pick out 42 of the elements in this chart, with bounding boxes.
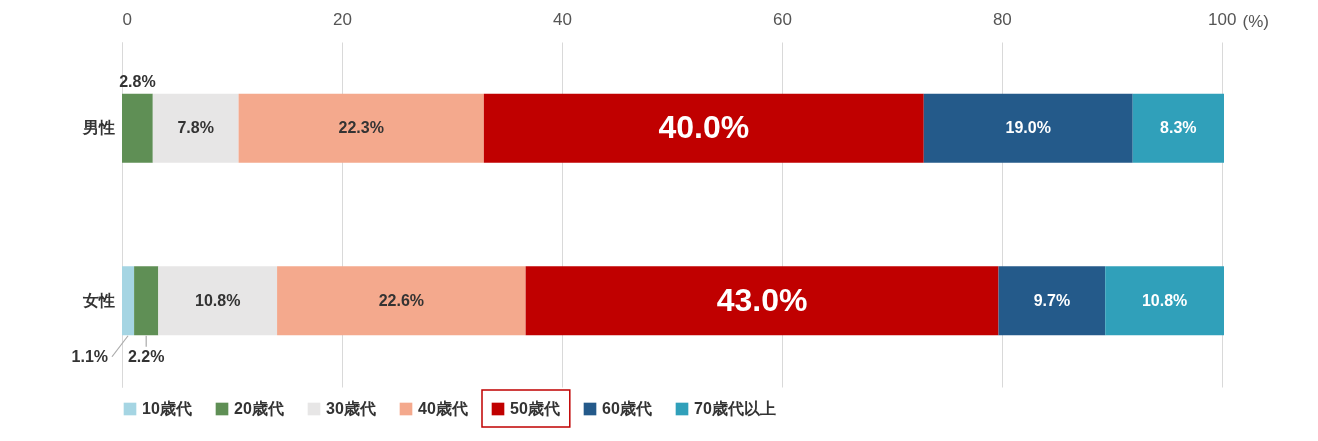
data-label: 9.7% <box>1033 291 1071 309</box>
bar <box>1132 93 1224 163</box>
bar <box>122 266 135 336</box>
data-label: 22.3% <box>338 119 384 137</box>
bar <box>525 266 999 336</box>
legend-label: 20歳代 <box>234 400 284 417</box>
bar <box>998 266 1106 336</box>
y-tick-label: 男性 <box>81 119 115 137</box>
data-label: 1.1% <box>71 347 108 365</box>
x-axis-title: (%) <box>1242 11 1269 31</box>
data-label: 19.0% <box>1005 119 1051 137</box>
data-label: 7.8% <box>177 119 214 137</box>
legend-label: 30歳代 <box>326 400 376 417</box>
legend-label: 60歳代 <box>602 400 652 417</box>
x-tick-label: 60 <box>772 9 792 29</box>
legend-label: 40歳代 <box>418 400 468 417</box>
bar <box>483 93 924 163</box>
bar <box>152 93 239 163</box>
bar <box>1105 266 1224 336</box>
bar <box>122 93 153 163</box>
data-label: 2.8% <box>119 73 156 91</box>
legend-label: 70歳代以上 <box>694 400 776 417</box>
data-label: 2.2% <box>127 347 165 365</box>
data-label: 10.8% <box>1141 291 1188 309</box>
x-tick-label: 80 <box>992 9 1012 29</box>
data-label: 8.3% <box>1160 119 1197 137</box>
x-tick-label: 20 <box>333 9 352 29</box>
x-tick-label: 0 <box>122 9 132 29</box>
data-label: 40.0% <box>658 109 750 146</box>
x-tick-label: 100 <box>1208 9 1237 29</box>
legend-label: 10歳代 <box>142 400 192 417</box>
data-label: 43.0% <box>716 281 808 318</box>
x-tick-label: 40 <box>552 9 572 29</box>
bar <box>238 93 484 163</box>
bar <box>134 266 159 336</box>
bar <box>923 93 1133 163</box>
data-label: 10.8% <box>195 291 241 309</box>
y-tick-label: 女性 <box>81 291 115 309</box>
data-label: 22.6% <box>378 291 425 309</box>
legend-label: 50歳代 <box>510 400 560 417</box>
bar <box>277 266 526 336</box>
bar <box>158 266 278 336</box>
